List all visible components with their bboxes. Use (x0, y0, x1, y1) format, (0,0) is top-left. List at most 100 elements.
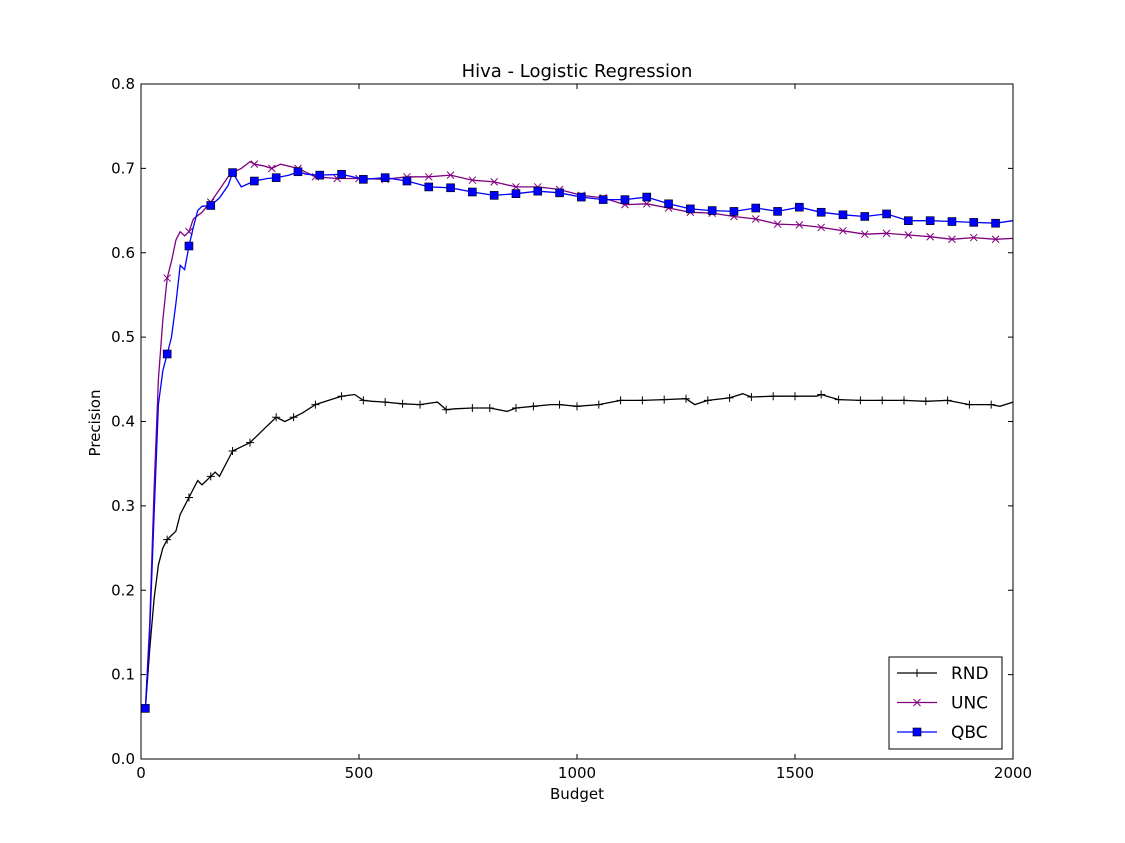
data-point-marker (359, 396, 368, 405)
data-point-marker (904, 216, 913, 225)
series-line (144, 160, 1014, 709)
x-tick-label: 0 (136, 764, 146, 782)
data-point-marker (948, 235, 956, 244)
data-point-marker (991, 218, 1000, 228)
data-point-marker (620, 195, 630, 204)
data-point-marker (616, 396, 625, 405)
data-point-marker (228, 447, 237, 456)
data-point-marker (925, 216, 935, 225)
data-point-marker (272, 413, 281, 422)
data-point-marker (529, 402, 538, 411)
legend-label: QBC (951, 723, 988, 743)
y-tick-label: 0.3 (111, 497, 135, 515)
x-tick-label: 1000 (558, 764, 596, 782)
data-point-marker (141, 704, 150, 713)
data-point-marker (163, 535, 172, 544)
data-point-marker (315, 170, 325, 180)
data-point-marker (337, 392, 346, 401)
data-point-marker (163, 274, 172, 282)
data-point-marker (555, 400, 564, 409)
data-point-marker (860, 230, 869, 239)
data-point-marker (577, 192, 586, 202)
data-point-marker (707, 206, 717, 215)
data-point-marker (555, 188, 564, 198)
data-point-marker (682, 394, 690, 403)
data-point-marker (904, 231, 913, 239)
data-point-marker (250, 160, 259, 169)
data-point-marker (442, 405, 451, 414)
y-tick-label: 0.5 (111, 328, 135, 346)
data-point-marker (468, 404, 477, 412)
data-point-marker (839, 226, 847, 235)
data-point-marker (747, 393, 756, 402)
data-point-marker (381, 398, 390, 407)
data-point-marker (184, 241, 194, 251)
data-point-marker (856, 396, 865, 405)
data-point-marker (882, 209, 891, 219)
axes-frame (140, 83, 1014, 760)
legend-item-rnd: RND (897, 664, 989, 684)
data-point-marker (446, 183, 455, 193)
data-point-marker (791, 392, 799, 401)
legend-label: RND (951, 664, 989, 684)
data-point-marker (424, 182, 434, 192)
x-tick-label: 1500 (776, 764, 814, 782)
data-point-marker (512, 183, 520, 191)
data-point-marker (594, 400, 603, 409)
data-point-marker (206, 472, 215, 481)
data-point-marker (703, 396, 712, 405)
data-point-marker (725, 393, 734, 402)
data-point-marker (485, 404, 494, 412)
data-point-marker (359, 175, 368, 184)
data-point-marker (511, 189, 521, 198)
data-point-marker (769, 392, 778, 401)
y-tick-label: 0.4 (111, 413, 135, 431)
data-point-marker (598, 195, 608, 204)
data-point-marker (912, 727, 922, 737)
legend-item-unc: UNC (897, 694, 988, 714)
data-point-marker (206, 201, 216, 210)
data-point-marker (416, 400, 425, 409)
data-point-marker (424, 172, 433, 181)
data-point-marker (468, 187, 477, 197)
data-point-marker (380, 173, 390, 182)
legend-item-qbc: QBC (897, 723, 988, 743)
data-point-marker (228, 168, 237, 177)
data-point-marker (250, 176, 259, 186)
data-point-marker (921, 397, 930, 406)
data-point-marker (490, 178, 499, 186)
series-qbc (141, 167, 1014, 713)
data-point-marker (991, 235, 1000, 244)
x-tick-label: 500 (345, 764, 374, 782)
data-point-marker (913, 698, 921, 707)
data-point-marker (947, 217, 957, 226)
data-point-marker (311, 400, 320, 409)
data-point-marker (533, 186, 543, 196)
data-point-marker (446, 171, 455, 179)
y-axis-label: Precision (86, 390, 104, 457)
data-point-marker (817, 223, 826, 232)
data-point-marker (838, 210, 848, 220)
data-point-marker (573, 402, 581, 411)
x-axis-label: Budget (550, 785, 604, 803)
data-point-marker (773, 220, 782, 228)
data-point-marker (943, 396, 952, 405)
data-point-marker (817, 390, 826, 399)
y-tick-label: 0.1 (111, 666, 135, 684)
series-line (144, 171, 1014, 709)
data-point-marker (511, 404, 520, 412)
data-point-marker (686, 204, 695, 214)
data-point-marker (660, 395, 669, 404)
y-tick-label: 0.6 (111, 244, 135, 262)
data-point-marker (184, 493, 193, 502)
data-point-marker (795, 221, 804, 229)
data-point-marker (860, 212, 870, 221)
data-point-marker (729, 207, 739, 216)
data-point-marker (773, 207, 782, 216)
data-point-marker (664, 199, 673, 209)
data-point-marker (638, 396, 647, 405)
data-point-marker (642, 199, 651, 208)
axis-ticks: 0 500 1000 1500 2000 0.0 0.1 0.2 0.3 0.4 0.5 0.6 0.7… (111, 75, 1032, 782)
x-tick-label: 2000 (994, 764, 1032, 782)
